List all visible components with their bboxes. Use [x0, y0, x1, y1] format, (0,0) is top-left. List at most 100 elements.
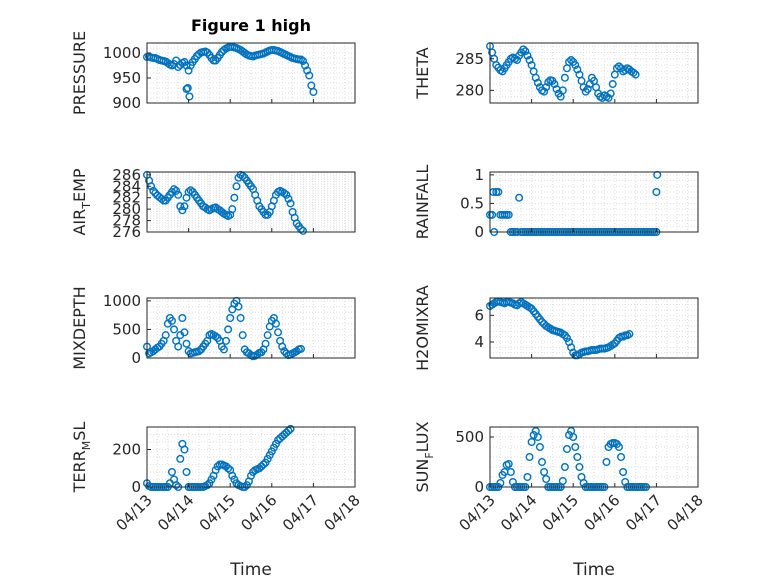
data-point [621, 478, 630, 487]
data-point [575, 463, 584, 472]
data-point [232, 182, 241, 191]
y-axis-label: RAINFALL [413, 165, 432, 240]
data-point [238, 171, 247, 180]
data-point [523, 51, 532, 60]
data-point [571, 61, 580, 70]
data-point [617, 453, 626, 462]
data-point [182, 339, 191, 348]
data-point [219, 345, 228, 354]
data-point [236, 314, 245, 323]
data-point [571, 443, 580, 452]
data-point [224, 325, 233, 334]
data-point [494, 187, 503, 196]
data-point [182, 61, 191, 70]
data-point [305, 71, 314, 80]
data-point [176, 454, 185, 463]
data-point [234, 302, 243, 311]
x-tick-label: 04/17 [279, 491, 322, 534]
data-point [529, 431, 538, 440]
data-point [614, 62, 623, 71]
y-axis-label: THETA [413, 47, 432, 99]
data-point [174, 63, 183, 72]
x-tick-label: 04/15 [539, 491, 582, 534]
data-point [506, 468, 515, 477]
y-tick-label: 282 [112, 189, 141, 207]
data-point [240, 49, 249, 58]
data-point [284, 194, 293, 203]
data-point [619, 468, 628, 477]
data-point [183, 83, 192, 92]
data-point [535, 443, 544, 452]
data-point [292, 347, 301, 356]
axes-frame [146, 171, 356, 233]
data-point [278, 342, 287, 351]
data-point [558, 86, 567, 95]
data-point [542, 475, 551, 484]
data-point [562, 334, 571, 343]
data-point [180, 445, 189, 454]
data-point [525, 453, 534, 462]
data-point [274, 328, 283, 337]
axes-frame [146, 426, 356, 488]
x-tick-label: 04/13 [113, 491, 156, 534]
figure-title: Figure 1 high [191, 16, 311, 35]
data-point [174, 190, 183, 199]
subplot-5: 0 500 1000 MIXDEPTH [70, 286, 356, 370]
data-point [519, 45, 528, 54]
data-point [219, 46, 228, 55]
data-point [296, 344, 305, 353]
x-tick-label: 04/15 [196, 491, 239, 534]
data-point [521, 47, 530, 56]
data-point [533, 78, 542, 87]
x-tick-label: 04/17 [622, 491, 665, 534]
x-axis-label-left: Time [229, 560, 272, 580]
data-point [583, 85, 592, 94]
data-point [161, 331, 170, 340]
subplot-1: 900 950 1000 PRESSURE [70, 31, 356, 115]
data-point [176, 202, 185, 211]
data-point [286, 199, 295, 208]
data-point [224, 464, 233, 473]
data-point [263, 331, 272, 340]
data-point [186, 186, 195, 195]
y-tick-label: 1000 [103, 44, 141, 62]
data-point [579, 83, 588, 92]
data-point [170, 185, 179, 194]
y-tick-label: 280 [112, 200, 141, 218]
data-point [538, 458, 547, 467]
data-point [211, 332, 220, 341]
data-point [614, 443, 623, 452]
data-point [579, 479, 588, 488]
data-point [542, 83, 551, 92]
data-point [261, 339, 270, 348]
data-point [184, 187, 193, 196]
data-point [567, 56, 576, 65]
y-axis-label: PRESSURE [70, 31, 89, 115]
data-point [230, 193, 239, 202]
y-tick-label: 280 [455, 81, 484, 99]
data-point [226, 314, 235, 323]
data-point [301, 61, 310, 70]
data-point [560, 73, 569, 82]
data-point [303, 66, 312, 75]
data-point [608, 80, 617, 89]
data-point [228, 205, 237, 214]
x-tick-label: 04/14 [154, 491, 197, 534]
y-tick-label: 0 [474, 223, 484, 241]
data-point [299, 57, 308, 66]
data-point [550, 80, 559, 89]
y-tick-label: 950 [112, 69, 141, 87]
y-tick-label: 285 [455, 50, 484, 68]
data-point [562, 445, 571, 454]
data-point [172, 186, 181, 195]
y-tick-label: 0 [131, 349, 141, 367]
data-point [612, 64, 621, 73]
axes-frame [489, 42, 699, 104]
y-tick-label: 284 [112, 177, 141, 195]
y-axis-label: H2OMIXRA [413, 285, 432, 371]
data-point [504, 210, 513, 219]
data-point [573, 453, 582, 462]
